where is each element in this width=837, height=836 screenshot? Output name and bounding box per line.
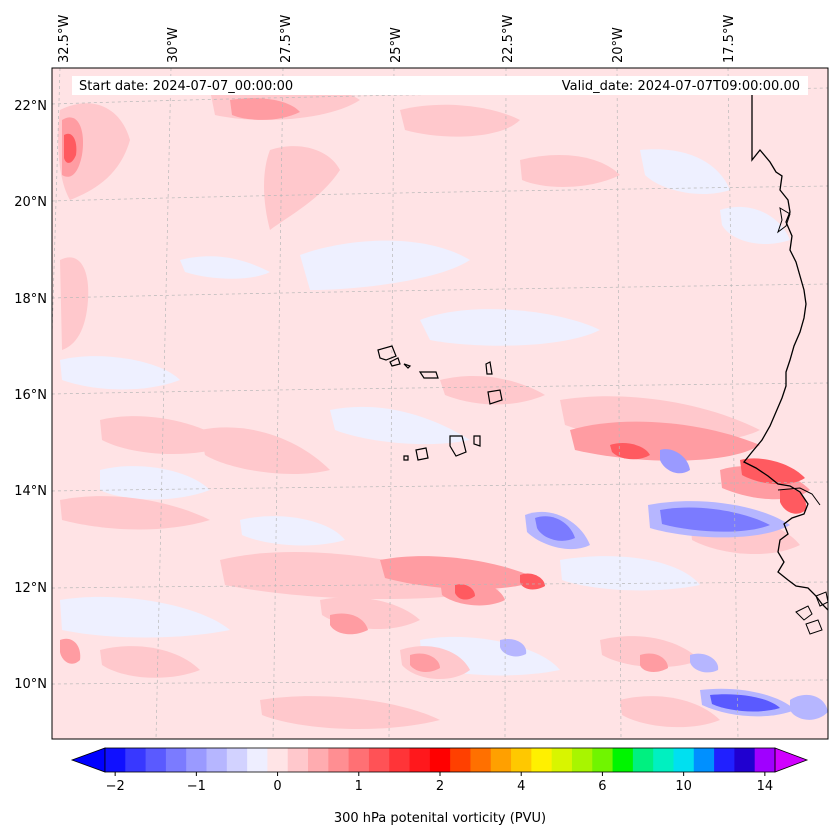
- lon-label: 25°W: [389, 27, 404, 63]
- colorbar-cell: [490, 748, 512, 772]
- colorbar-cell: [165, 748, 187, 772]
- map-frame: [51, 67, 829, 740]
- pv-negative-strong: [500, 449, 828, 720]
- colorbar-cell: [348, 748, 370, 772]
- colorbar-cell: [267, 748, 289, 772]
- pv-negative-light-patches: [60, 149, 790, 676]
- colorbar-cell: [673, 748, 695, 772]
- lat-label: 20°N: [14, 195, 47, 210]
- colorbar-cell: [531, 748, 553, 772]
- colorbar-cell: [389, 748, 411, 772]
- lon-label: 27.5°W: [279, 15, 294, 63]
- colorbar-cell: [186, 748, 208, 772]
- lat-label: 16°N: [14, 388, 47, 403]
- lon-label: 20°W: [611, 27, 626, 63]
- colorbar-tick-label: 4: [517, 779, 525, 794]
- pv-band-strong: [64, 133, 807, 600]
- colorbar: −2 −1 0 1 2 4 6 10 14 300 hPa potenital vorticit…: [70, 747, 809, 826]
- colorbar-cell: [226, 748, 248, 772]
- colorbar-tick-label: −1: [187, 779, 206, 794]
- colorbar-cell: [571, 748, 593, 772]
- lat-label: 14°N: [14, 484, 47, 499]
- gambia-river: [777, 487, 821, 506]
- cape-verde-islands: [377, 345, 503, 461]
- colorbar-cell: [145, 748, 167, 772]
- coast-inlet: [777, 207, 791, 234]
- colorbar-cell: [429, 748, 451, 772]
- colorbar-tick-label: 0: [273, 779, 281, 794]
- colorbar-cell: [368, 748, 390, 772]
- colorbar-ticks: −2 −1 0 1 2 4 6 10 14: [106, 772, 774, 794]
- longitude-labels: 32.5°W 30°W 27.5°W 25°W 22.5°W 20°W 17.5…: [57, 15, 737, 63]
- colorbar-cell: [206, 748, 228, 772]
- map-panel[interactable]: [40, 68, 828, 739]
- lon-label: 22.5°W: [501, 15, 516, 63]
- colorbar-cell: [714, 748, 735, 772]
- lat-label: 10°N: [14, 677, 47, 692]
- colorbar-cell: [328, 748, 350, 772]
- lon-label: 30°W: [166, 27, 181, 63]
- colorbar-cell: [693, 748, 715, 772]
- colorbar-cell: [247, 748, 268, 772]
- colorbar-cell: [470, 748, 492, 772]
- colorbar-tick-label: 1: [355, 779, 363, 794]
- coast-islands-bijagos: [795, 591, 828, 635]
- colorbar-cell: [125, 748, 147, 772]
- africa-coastline: [742, 88, 828, 611]
- colorbar-cell: [632, 748, 654, 772]
- start-date-label: Start date: 2024-07-07_00:00:00: [79, 79, 293, 94]
- colorbar-extend-right: [774, 747, 809, 773]
- colorbar-cell: [409, 748, 431, 772]
- colorbar-cell: [287, 748, 309, 772]
- lat-label: 12°N: [14, 581, 47, 596]
- colorbar-cell: [511, 748, 532, 772]
- lat-label: 22°N: [14, 99, 47, 114]
- lat-label: 18°N: [14, 292, 47, 307]
- colorbar-cell: [612, 748, 634, 772]
- colorbar-cell: [105, 748, 126, 772]
- lon-label: 32.5°W: [57, 15, 72, 63]
- colorbar-tick-label: 14: [757, 779, 774, 794]
- colorbar-cell: [551, 748, 573, 772]
- colorbar-cells: [105, 748, 776, 772]
- colorbar-tick-label: 10: [675, 779, 692, 794]
- colorbar-cell: [592, 748, 614, 772]
- colorbar-cell: [308, 748, 329, 772]
- colorbar-tick-label: −2: [106, 779, 125, 794]
- header-annotations: Start date: 2024-07-07_00:00:00 Valid_da…: [72, 76, 808, 95]
- valid-date-label: Valid_date: 2024-07-07T09:00:00.00: [562, 79, 800, 94]
- colorbar-cell: [734, 748, 756, 772]
- colorbar-cell: [653, 748, 674, 772]
- colorbar-label: 300 hPa potenital vorticity (PVU): [334, 811, 546, 826]
- colorbar-cell: [450, 748, 471, 772]
- latitude-labels: 22°N 20°N 18°N 16°N 14°N 12°N 10°N: [14, 99, 47, 692]
- colorbar-extend-left: [70, 747, 106, 773]
- lon-label: 17.5°W: [722, 15, 737, 63]
- colorbar-cell: [754, 748, 776, 772]
- colorbar-tick-label: 2: [436, 779, 444, 794]
- colorbar-tick-label: 6: [598, 779, 606, 794]
